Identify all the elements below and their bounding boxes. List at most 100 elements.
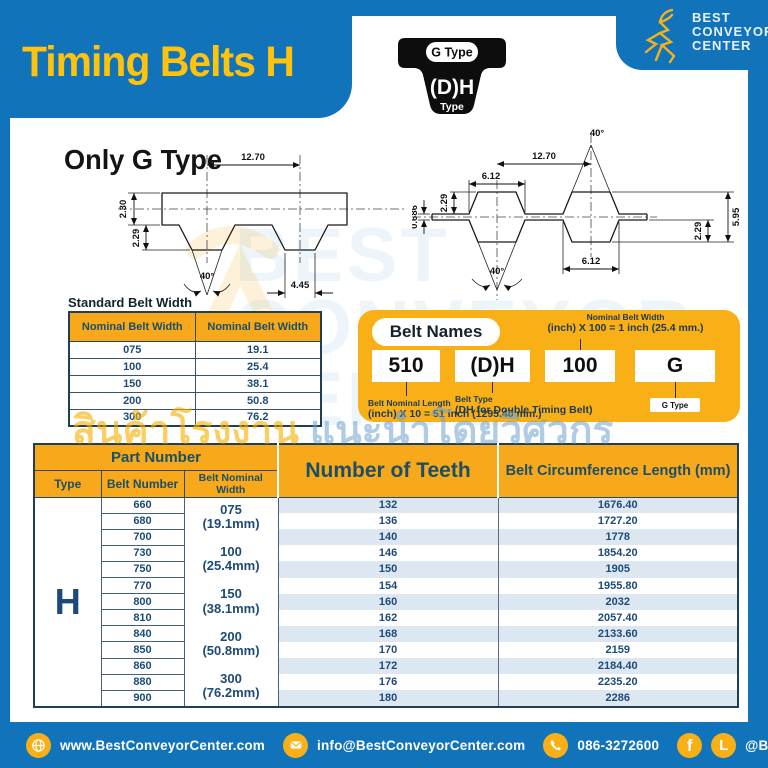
phone-icon[interactable] bbox=[543, 732, 569, 758]
belt-names-title: Belt Names bbox=[372, 318, 500, 346]
only-g-type-title: Only G Type bbox=[64, 144, 222, 175]
teeth-cell: 168 bbox=[278, 625, 499, 642]
footer-website-link[interactable]: www.BestConveyorCenter.com bbox=[60, 737, 266, 753]
table-row: 810 162 2057.40 bbox=[34, 609, 739, 627]
circumference-cell: 1778 bbox=[497, 529, 739, 546]
belt-number-cell: 680 bbox=[100, 512, 185, 530]
g-type-label: G Type bbox=[650, 398, 700, 412]
circumference-cell: 2159 bbox=[497, 641, 739, 659]
belt-number-cell: 840 bbox=[100, 625, 185, 643]
type-note-value: (DH for Double Timing Belt) bbox=[455, 404, 593, 416]
dim-overall-height: 5.95 bbox=[731, 207, 742, 226]
circumference-cell: 2235.20 bbox=[497, 674, 739, 691]
mail-icon[interactable] bbox=[283, 732, 309, 758]
footer-phone[interactable]: 086-3272600 bbox=[577, 737, 660, 753]
width-note: Nominal Belt Width (inch) X 100 = 1 inch… bbox=[523, 312, 728, 334]
width-stack: 075 (19.1mm) 100 (25.4mm) 150 (38.1mm) 200(… bbox=[185, 498, 278, 706]
belt-width-header: Belt Nominal Width bbox=[183, 469, 279, 498]
belt-number-cell: 730 bbox=[100, 544, 185, 562]
type-header: Type bbox=[33, 469, 102, 498]
belt-width-code: 100 bbox=[545, 350, 615, 382]
dim-angle: 40° bbox=[200, 271, 215, 282]
std-cell: 25.4 bbox=[194, 357, 322, 376]
width-item: 150 (38.1mm) bbox=[202, 586, 260, 616]
type-note: Belt Type (DH for Double Timing Belt) bbox=[455, 394, 675, 416]
logo-text: BEST CONVEYOR CENTER bbox=[692, 11, 768, 53]
circumference-cell: 1854.20 bbox=[497, 545, 739, 562]
belt-number-cell: 660 bbox=[100, 496, 185, 514]
double-belt-drawing: 40° 12.70 6.12 2.29 0.686 5.95 2.29 6.12… bbox=[412, 128, 742, 300]
tick-line bbox=[492, 382, 493, 393]
table-row: H 660 075 (19.1mm) 100 (25.4mm) 150 (38.1mm… bbox=[33, 496, 739, 707]
facebook-icon[interactable]: f bbox=[677, 732, 703, 758]
footer-email-link[interactable]: info@BestConveyorCenter.com bbox=[317, 737, 526, 753]
belt-spec-table: Part Number Number of Teeth Belt Circumf… bbox=[33, 443, 740, 708]
std-cell: 76.2 bbox=[194, 408, 322, 427]
logo-line-1: BEST bbox=[692, 10, 731, 25]
watermark-thai-text: สินค้าโรงงาน แนะนำโดยวิศวกร bbox=[72, 409, 614, 452]
belt-number-cell: 770 bbox=[100, 577, 185, 595]
circumference-cell: 2286 bbox=[497, 690, 739, 707]
dim-tooth-height-top: 2.29 bbox=[439, 194, 450, 213]
std-cell: 100 bbox=[68, 357, 196, 376]
dim-tooth-width-top: 6.12 bbox=[482, 171, 501, 182]
teeth-cell: 176 bbox=[378, 676, 398, 689]
belt-number-cell: 860 bbox=[100, 657, 185, 675]
circumference-cell: 1905 bbox=[497, 561, 739, 578]
length-note-value: (inch) X 10 = 51 inch (1295.40 mm.) bbox=[368, 408, 542, 420]
circumference-cell: 2133.60 bbox=[497, 625, 739, 642]
dim-pitch-right: 12.70 bbox=[532, 151, 556, 162]
belt-type-badge: G Type (D)H Type bbox=[398, 38, 506, 114]
tick-line bbox=[580, 339, 581, 350]
tick-line bbox=[675, 382, 676, 398]
table-row: 300 76.2 bbox=[68, 408, 322, 427]
logo-line-2: CONVEYOR bbox=[692, 24, 768, 39]
width-item: 100 (25.4mm) bbox=[202, 543, 260, 574]
circumference-cell: 2057.40 bbox=[497, 609, 739, 626]
badge-bottom-label: Type bbox=[440, 101, 464, 113]
std-cell: 300 bbox=[68, 408, 196, 427]
dim-angle-top: 40° bbox=[590, 128, 605, 139]
globe-icon[interactable] bbox=[26, 732, 51, 758]
table-row: 150 38.1 bbox=[68, 374, 322, 393]
table-row: 770 154 1955.80 bbox=[34, 577, 739, 595]
belt-length-code: 510 bbox=[372, 350, 440, 382]
std-cell: 075 bbox=[68, 340, 196, 359]
std-col-header-1: Nominal Belt Width bbox=[68, 311, 196, 342]
badge-code-label: (D)H bbox=[430, 76, 474, 99]
tick-line bbox=[406, 382, 407, 396]
header-banner: Timing Belts H bbox=[0, 0, 352, 118]
table-row: 730 146 1854.20 bbox=[34, 544, 739, 562]
line-icon[interactable]: L bbox=[711, 732, 737, 758]
dim-tooth-width-bottom: 6.12 bbox=[582, 256, 601, 267]
footer-social-handle[interactable]: @BestConveyorCenter bbox=[745, 737, 768, 753]
table-row: 100 25.4 bbox=[68, 357, 322, 376]
circumference-header: Belt Circumference Length (mm) bbox=[497, 443, 739, 498]
table-row: 840 168 2133.60 bbox=[34, 625, 739, 643]
circumference-cell: 2184.40 bbox=[497, 658, 739, 675]
belt-type-code: (D)H bbox=[455, 350, 530, 382]
std-cell: 150 bbox=[68, 374, 196, 393]
circumference-cell: 2032 bbox=[497, 593, 739, 610]
teeth-cell: 162 bbox=[378, 611, 398, 624]
belt-number-header: Belt Number bbox=[100, 469, 185, 498]
table-row: 075 19.1 bbox=[68, 340, 322, 359]
footer-bar: www.BestConveyorCenter.com info@BestConv… bbox=[0, 722, 768, 768]
teeth-cell: 180 bbox=[278, 690, 499, 707]
table-row: 880 176 2235.20 bbox=[34, 673, 739, 691]
type-cell: H bbox=[33, 496, 102, 707]
std-cell: 19.1 bbox=[194, 340, 322, 359]
teeth-cell: 150 bbox=[278, 561, 499, 578]
dim-band-thickness: 0.686 bbox=[412, 205, 420, 229]
dim-pitch: 12.70 bbox=[241, 152, 265, 163]
dim-body-height: 2.30 bbox=[118, 200, 129, 219]
logo-line-3: CENTER bbox=[692, 38, 752, 53]
table-row: 750 150 1905 bbox=[34, 560, 739, 579]
single-belt-drawing: 12.70 2.30 2.29 40° 4.45 bbox=[118, 152, 405, 298]
std-cell: 50.8 bbox=[194, 391, 322, 410]
belt-number-cell: 850 bbox=[100, 641, 185, 659]
teeth-header: Number of Teeth bbox=[277, 443, 499, 498]
circumference-cell: 1727.20 bbox=[497, 513, 739, 530]
dim-tooth-tip-width: 4.45 bbox=[291, 280, 310, 291]
